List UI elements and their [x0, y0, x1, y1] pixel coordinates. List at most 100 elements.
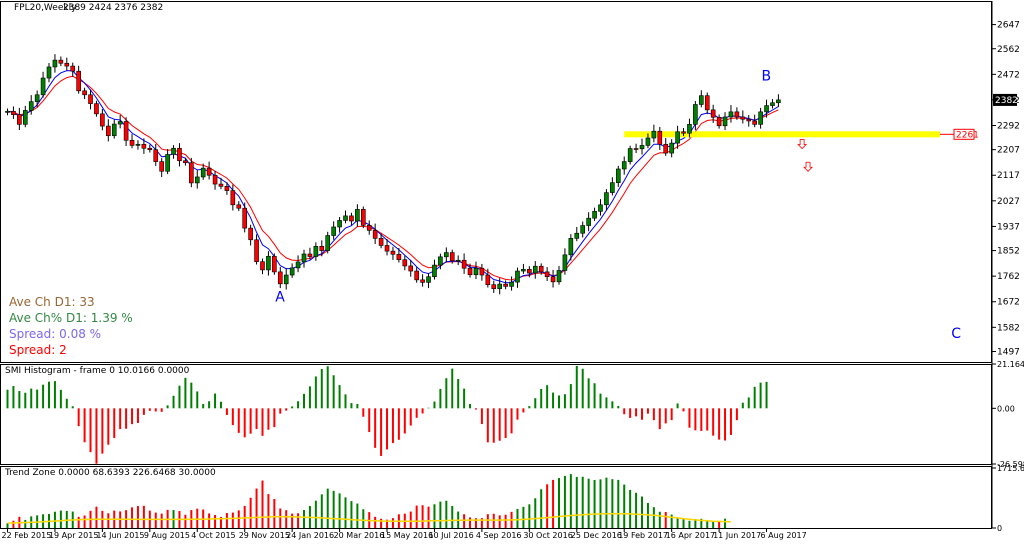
candle-body [277, 271, 283, 285]
candle-body [272, 255, 277, 273]
trend-zone-signal-line [7, 512, 732, 524]
candle-body [414, 270, 419, 281]
x-tick-label: 9 Aug 2015 [144, 531, 190, 540]
candle-body [455, 259, 461, 262]
candle-body [183, 160, 188, 164]
smi-y-tick-label: 0.00 [997, 404, 1015, 413]
candle-body [675, 131, 680, 144]
candle-body [366, 224, 372, 231]
candle-body [58, 59, 64, 64]
candle-body [325, 235, 331, 251]
x-tick-label: 4 Oct 2015 [191, 531, 235, 540]
candle-body [123, 121, 129, 141]
candle-body [532, 265, 538, 274]
candle-body [289, 267, 295, 276]
candle-body [82, 90, 87, 96]
candle-body [568, 238, 574, 256]
candle-body [402, 259, 408, 267]
candle-body [432, 264, 437, 278]
candle-body [740, 116, 746, 120]
candle-body [770, 102, 775, 106]
candle-body [461, 259, 467, 269]
candle-body [384, 245, 390, 252]
candle-body [34, 94, 40, 102]
candle-body [621, 161, 627, 170]
candle-body [544, 271, 550, 278]
candle-body [100, 113, 105, 127]
candle-body [420, 279, 425, 283]
candle-body [147, 147, 153, 150]
stat-spread-pct: Spread: 0.08 % [9, 327, 102, 341]
candle-body [651, 130, 657, 139]
candle-body [194, 176, 200, 184]
candle-body [734, 111, 740, 118]
candle-body [360, 209, 366, 226]
candle-body [550, 276, 556, 283]
smi-y-tick-label: 21.1645 [997, 360, 1024, 369]
candle-body [538, 265, 544, 273]
pivot-label-c: C [951, 326, 961, 342]
pivot-label-b: B [762, 69, 772, 85]
candle-body [633, 148, 639, 150]
x-tick-label: 25 Dec 2016 [571, 531, 622, 540]
candle-body [521, 269, 526, 272]
level-label: 2261 [956, 130, 979, 140]
candle-body [485, 274, 491, 285]
level-zone [624, 131, 940, 138]
y-tick-label: 1497 [997, 347, 1020, 357]
candle-body [236, 204, 242, 209]
candle-body [52, 59, 58, 68]
candle-body [704, 95, 710, 111]
candle-body [627, 148, 633, 162]
candle-body [615, 168, 621, 183]
candle-body [687, 124, 692, 134]
candle-body [22, 110, 28, 125]
candle-body [699, 95, 704, 105]
candle-body [497, 283, 502, 289]
x-tick-label: 30 Oct 2016 [523, 531, 572, 540]
candle-body [206, 167, 212, 176]
candle-body [764, 105, 769, 113]
candle-body [295, 261, 301, 269]
candle-body [212, 174, 218, 185]
candle-body [396, 253, 402, 260]
x-tick-label: 6 Aug 2017 [761, 531, 807, 540]
x-tick-label: 29 Nov 2015 [239, 531, 290, 540]
pane-title-trend-zone: Trend Zone 0.0000 68.6393 226.6468 30.00… [4, 468, 216, 478]
candle-body [224, 186, 230, 191]
candle-body [681, 131, 686, 134]
candle-body [746, 118, 752, 122]
candle-body [46, 66, 52, 79]
candle-body [165, 154, 170, 172]
candle-body [604, 192, 609, 206]
candle-body [639, 145, 645, 150]
candle-body [117, 121, 123, 125]
candle-body [5, 110, 10, 113]
ma-slow-line [7, 75, 779, 281]
candle-body [580, 225, 586, 234]
candle-body [378, 238, 384, 246]
stats-box: Ave Ch D1: 33 Ave Ch% D1: 1.39 % Spread:… [9, 294, 169, 358]
candle-body [449, 252, 455, 262]
candle-body [242, 207, 247, 229]
candle-body [509, 281, 514, 287]
candle-body [776, 99, 781, 104]
candle-body [562, 254, 568, 271]
candle-body [722, 116, 728, 127]
candle-body [28, 101, 34, 111]
candle-body [491, 284, 497, 289]
candle-body [728, 111, 734, 118]
candle-body [64, 62, 70, 67]
candle-body [349, 215, 354, 222]
candle-body [141, 143, 147, 149]
candle-body [438, 256, 443, 266]
x-tick-label: 20 Mar 2016 [334, 531, 385, 540]
candle-body [467, 267, 473, 276]
x-tick-label: 14 Jun 2015 [96, 531, 144, 540]
ohlc-readout: 2389 2424 2376 2382 [63, 3, 163, 13]
candle-body [527, 269, 532, 274]
x-tick-label: 15 May 2016 [381, 531, 433, 540]
x-tick-label: 22 Feb 2015 [2, 531, 52, 540]
